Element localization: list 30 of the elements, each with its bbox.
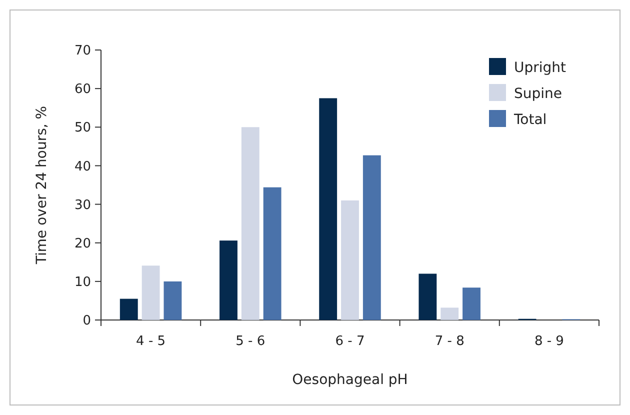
bar xyxy=(241,127,260,320)
y-tick-label: 70 xyxy=(74,44,91,59)
y-tick-label: 10 xyxy=(74,274,91,290)
y-axis-title: Time over 24 hours, % xyxy=(34,106,50,266)
legend-label: Supine xyxy=(514,86,562,102)
x-tick-label: 4 - 5 xyxy=(136,334,166,349)
bar xyxy=(220,240,238,320)
bar xyxy=(362,155,381,320)
bar xyxy=(341,200,359,320)
x-tick-label: 7 - 8 xyxy=(434,334,464,349)
bar xyxy=(142,266,160,320)
y-tick-label: 50 xyxy=(74,120,91,136)
y-tick-label: 60 xyxy=(74,82,91,98)
bar xyxy=(462,288,480,320)
bar xyxy=(440,308,459,320)
y-tick-label: 30 xyxy=(74,198,91,213)
y-tick-label: 20 xyxy=(74,236,91,252)
legend-label: Total xyxy=(513,112,547,128)
bar xyxy=(263,187,282,320)
x-tick-label: 5 - 6 xyxy=(236,334,266,349)
y-tick-label: 0 xyxy=(82,314,91,329)
bar xyxy=(418,274,437,320)
y-tick-label: 40 xyxy=(74,159,91,174)
bar xyxy=(319,98,338,320)
x-axis-title: Oesophageal pH xyxy=(292,372,408,388)
x-tick-label: 6 - 7 xyxy=(335,334,365,349)
bar xyxy=(120,298,138,320)
x-tick-label: 8 - 9 xyxy=(534,334,564,349)
bar xyxy=(164,281,182,320)
legend-label: Upright xyxy=(514,60,567,76)
